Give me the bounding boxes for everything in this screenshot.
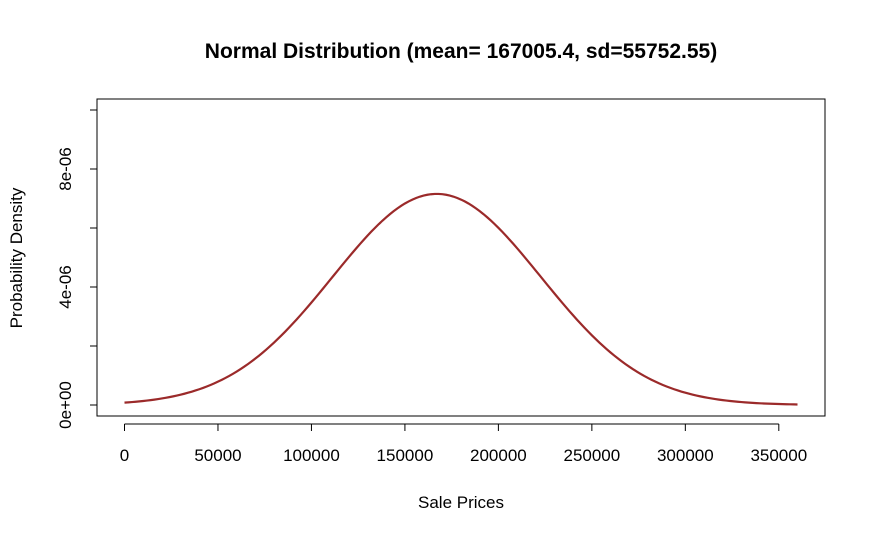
- x-axis: 0 50000 100000 150000 200000 250000 300000 3500…: [120, 423, 807, 465]
- x-tick-label: 50000: [194, 446, 241, 465]
- plot-frame: [96, 98, 826, 417]
- x-tick-label: 100000: [283, 446, 340, 465]
- density-curve: [124, 192, 798, 406]
- x-tick-label: 0: [120, 446, 129, 465]
- y-tick-label: 8e-06: [56, 147, 75, 190]
- y-tick-label: 4e-06: [56, 265, 75, 308]
- chart-title: Normal Distribution (mean= 167005.4, sd=…: [205, 40, 717, 63]
- x-tick-label: 350000: [750, 446, 807, 465]
- x-axis-label: Sale Prices: [418, 493, 504, 512]
- y-tick-label: 0e+00: [56, 381, 75, 429]
- x-tick-label: 200000: [470, 446, 527, 465]
- y-axis-label: Probability Density: [7, 187, 26, 328]
- x-tick-label: 300000: [657, 446, 714, 465]
- x-tick-label: 250000: [563, 446, 620, 465]
- x-tick-label: 150000: [377, 446, 434, 465]
- y-axis: 0e+00 4e-06 8e-06: [56, 109, 98, 429]
